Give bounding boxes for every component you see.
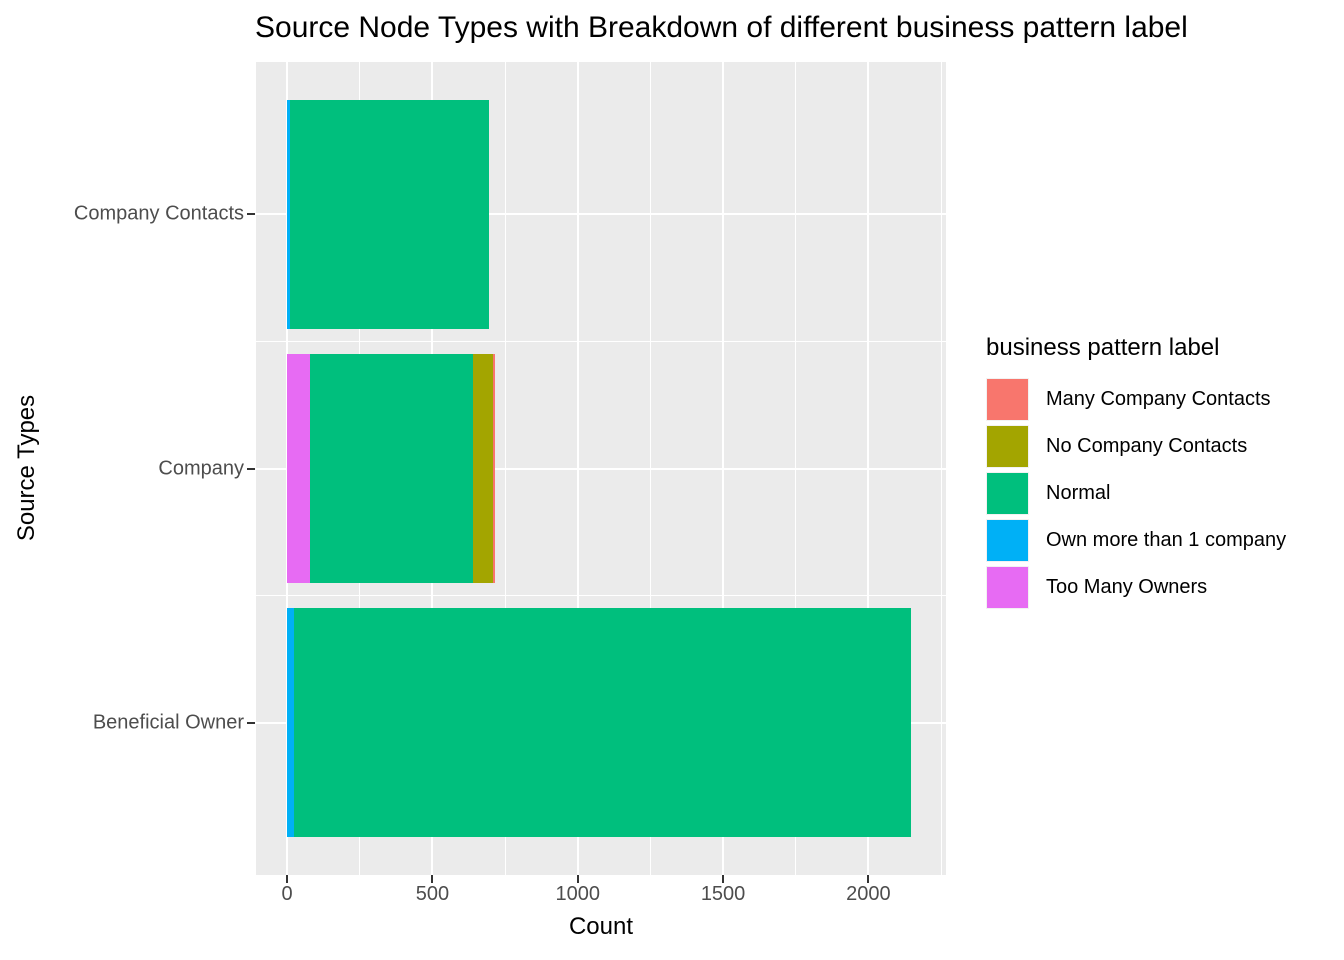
bar-segment bbox=[290, 100, 490, 329]
bar-segment bbox=[287, 354, 311, 583]
x-tick-mark bbox=[867, 875, 870, 883]
bar-segment bbox=[294, 608, 911, 837]
legend-title: business pattern label bbox=[986, 334, 1220, 361]
x-tick-label: 500 bbox=[415, 883, 450, 905]
plot-panel bbox=[256, 62, 946, 875]
grid-line-major-y bbox=[256, 467, 946, 470]
x-tick-label: 1000 bbox=[555, 883, 600, 905]
x-tick-label: 2000 bbox=[846, 883, 891, 905]
bar-segment bbox=[287, 100, 290, 329]
bar-segment bbox=[310, 354, 474, 583]
legend-swatch bbox=[986, 425, 1029, 468]
legend-label: No Company Contacts bbox=[1046, 435, 1248, 457]
grid-line-major-y bbox=[256, 213, 946, 216]
y-axis-title: Source Types bbox=[13, 394, 40, 542]
legend-label: Too Many Owners bbox=[1046, 576, 1208, 598]
y-tick-label: Beneficial Owner bbox=[92, 711, 244, 734]
y-tick-label: Company Contacts bbox=[73, 202, 244, 225]
grid-line-minor-y bbox=[256, 340, 946, 342]
legend-items: Many Company Contacts No Company Contacts… bbox=[986, 378, 1286, 609]
legend-label: Own more than 1 company bbox=[1046, 529, 1287, 551]
legend-swatch bbox=[986, 566, 1029, 609]
legend-item: Too Many Owners bbox=[986, 566, 1286, 609]
y-tick-label: Company bbox=[158, 457, 244, 479]
legend-swatch bbox=[986, 378, 1029, 421]
x-tick-mark bbox=[431, 875, 434, 883]
legend-item: Normal bbox=[986, 472, 1286, 515]
legend-label: Many Company Contacts bbox=[1046, 388, 1271, 410]
bar-segment bbox=[473, 354, 493, 583]
bar-segment bbox=[287, 608, 295, 837]
x-tick-label: 0 bbox=[281, 883, 293, 905]
grid-line-minor-y bbox=[256, 595, 946, 597]
x-axis-title: Count bbox=[568, 913, 634, 940]
legend-swatch bbox=[986, 472, 1029, 515]
legend-swatch bbox=[986, 519, 1029, 562]
y-tick-mark bbox=[247, 467, 255, 470]
x-tick-label: 1500 bbox=[700, 883, 746, 905]
x-tick-mark bbox=[722, 875, 725, 883]
legend-label: Normal bbox=[1046, 482, 1111, 504]
y-tick-mark bbox=[247, 721, 255, 724]
legend-item: Many Company Contacts bbox=[986, 378, 1286, 421]
legend: business pattern label Many Company Cont… bbox=[986, 334, 1286, 613]
x-tick-mark bbox=[576, 875, 579, 883]
legend-item: No Company Contacts bbox=[986, 425, 1286, 468]
legend-item: Own more than 1 company bbox=[986, 519, 1286, 562]
y-tick-mark bbox=[247, 213, 255, 216]
chart-title: Source Node Types with Breakdown of diff… bbox=[255, 11, 1188, 44]
x-tick-mark bbox=[286, 875, 289, 883]
bar-segment bbox=[492, 354, 496, 583]
